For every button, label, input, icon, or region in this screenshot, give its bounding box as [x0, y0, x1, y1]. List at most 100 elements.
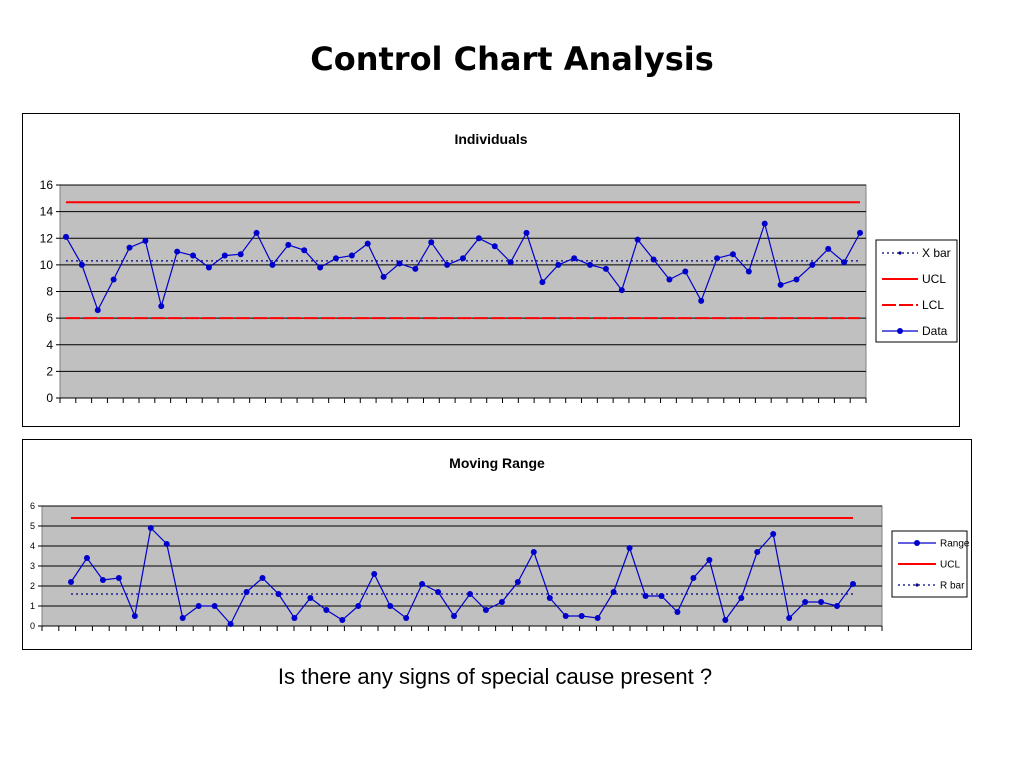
data-point: [110, 276, 117, 283]
data-point: [396, 260, 403, 267]
individuals-chart-panel: Individuals 0 2 4 6 8 10 12 14 16 X bar UCL LCL Data: [22, 113, 960, 427]
data-point: [729, 251, 736, 258]
data-point: [317, 264, 324, 271]
data-point: [571, 255, 578, 262]
data-point: [253, 229, 260, 236]
data-point: [364, 240, 371, 247]
data-point: [555, 261, 562, 268]
data-point: [126, 244, 133, 251]
y-tick-label: 6: [46, 311, 53, 325]
data-point: [475, 235, 482, 242]
data-point: [666, 276, 673, 283]
data-point: [530, 549, 537, 555]
data-point: [174, 248, 181, 255]
legend-label: R bar: [940, 580, 965, 591]
data-point: [460, 255, 466, 262]
data-point: [802, 599, 809, 605]
data-point: [115, 575, 122, 581]
data-point: [332, 255, 339, 262]
y-tick-label: 2: [30, 581, 35, 591]
data-point: [809, 261, 816, 268]
data-point: [83, 555, 90, 561]
data-point: [825, 245, 832, 252]
data-point: [195, 603, 202, 609]
data-point: [658, 593, 665, 599]
data-point: [682, 268, 689, 275]
data-point: [243, 589, 250, 595]
data-point: [380, 273, 387, 280]
data-point: [698, 297, 705, 304]
data-point: [562, 613, 569, 619]
data-point: [514, 579, 521, 585]
chart-title: Moving Range: [449, 455, 545, 471]
y-tick-label: 12: [40, 231, 54, 245]
y-tick-label: 0: [46, 391, 53, 405]
data-point: [275, 591, 282, 597]
data-point: [610, 589, 617, 595]
data-point: [371, 571, 378, 577]
data-point: [307, 595, 314, 601]
data-point: [355, 603, 362, 609]
data-point: [642, 593, 649, 599]
y-tick-label: 5: [30, 521, 35, 531]
data-point: [594, 615, 601, 621]
data-point: [754, 549, 761, 555]
data-point: [179, 615, 186, 621]
data-point: [158, 303, 165, 310]
y-tick-label: 4: [46, 338, 53, 352]
data-point: [618, 287, 625, 294]
y-tick-label: 3: [30, 561, 35, 571]
data-point: [714, 255, 721, 262]
data-point: [745, 268, 752, 275]
data-point: [412, 265, 419, 272]
y-tick-label: 2: [46, 364, 53, 378]
legend-swatch-marker: [897, 328, 903, 334]
data-point: [163, 541, 170, 547]
data-point: [68, 579, 74, 585]
data-point: [523, 229, 530, 236]
data-point: [626, 545, 633, 551]
data-point: [237, 251, 244, 258]
data-point: [435, 589, 442, 595]
question-text: Is there any signs of special cause pres…: [277, 664, 713, 689]
data-point: [451, 613, 458, 619]
data-point: [690, 575, 697, 581]
data-point: [777, 281, 784, 288]
data-point: [142, 237, 149, 244]
legend-label: UCL: [922, 272, 946, 286]
legend-label: UCL: [940, 559, 960, 570]
data-point: [634, 236, 641, 243]
chart-title: Individuals: [454, 131, 527, 147]
data-point: [841, 259, 848, 266]
data-point: [78, 261, 85, 268]
moving-range-chart: Moving Range 0 1 2 3 4 5 6 Range UCL R bar: [30, 455, 970, 631]
legend-label: Range: [940, 538, 970, 549]
y-tick-label: 6: [30, 501, 35, 511]
data-point: [602, 265, 609, 272]
y-tick-label: 10: [40, 258, 54, 272]
data-point: [786, 615, 793, 621]
data-point: [285, 241, 292, 248]
data-point: [259, 575, 266, 581]
data-point: [722, 617, 729, 623]
data-point: [301, 247, 308, 254]
data-point: [419, 581, 426, 587]
data-point: [482, 607, 489, 613]
data-point: [403, 615, 410, 621]
y-tick-label: 4: [30, 541, 35, 551]
legend-swatch-marker: [898, 251, 902, 255]
data-point: [587, 261, 594, 268]
data-point: [291, 615, 298, 621]
data-point: [850, 581, 856, 587]
data-point: [770, 531, 777, 537]
data-point: [761, 220, 768, 227]
legend-box: [875, 239, 958, 343]
data-point: [498, 599, 505, 605]
data-point: [857, 229, 863, 236]
data-point: [491, 243, 498, 250]
data-point: [706, 557, 713, 563]
data-point: [674, 609, 681, 615]
data-point: [221, 252, 228, 259]
page-title: Control Chart Analysis: [310, 40, 714, 78]
data-point: [818, 599, 825, 605]
